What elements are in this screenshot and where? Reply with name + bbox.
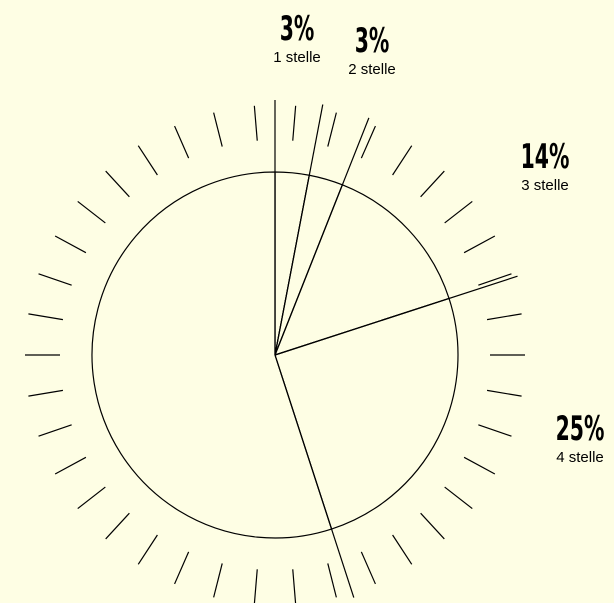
pie-slice (91, 171, 333, 539)
decor-tick (213, 563, 223, 598)
decor-tick (292, 569, 297, 603)
decor-tick (327, 112, 337, 147)
slice-label: 3%2 stelle (348, 20, 396, 78)
decor-tick (327, 563, 337, 598)
slice-divider (274, 117, 370, 356)
decor-tick (486, 389, 522, 397)
category-label: 2 stelle (348, 61, 396, 78)
decor-tick (420, 512, 445, 540)
decor-tick (420, 170, 445, 198)
decor-tick (77, 486, 106, 510)
value-label: 25% (556, 408, 605, 448)
decor-tick (28, 389, 64, 397)
decor-tick (38, 424, 72, 437)
decor-tick (213, 112, 223, 147)
decor-tick (253, 105, 258, 141)
pie-slice (274, 297, 459, 530)
decor-tick (444, 200, 473, 224)
decor-tick (174, 551, 190, 585)
slice-label: 25%4 stelle (556, 408, 605, 466)
decor-tick (360, 125, 376, 159)
decor-tick (392, 145, 413, 176)
decor-tick (54, 456, 87, 475)
category-label: 4 stelle (556, 449, 604, 466)
slice-divider (274, 354, 355, 598)
decor-tick (360, 551, 376, 585)
slice-divider (274, 275, 518, 356)
decor-tick (174, 125, 190, 159)
decor-tick (77, 200, 106, 224)
value-label: 3% (355, 20, 390, 60)
decor-tick (38, 273, 72, 286)
category-label: 1 stelle (273, 49, 321, 66)
decor-tick (444, 486, 473, 510)
decor-tick (292, 105, 297, 141)
value-label: 14% (521, 136, 570, 176)
decor-tick (137, 145, 158, 176)
decor-tick (137, 534, 158, 565)
value-label: 3% (280, 8, 315, 48)
slice-divider (274, 104, 324, 356)
decor-tick (478, 424, 512, 437)
decor-tick (54, 235, 87, 254)
decor-tick (105, 512, 130, 540)
slice-label: 3%1 stelle (273, 8, 321, 66)
decor-tick (486, 313, 522, 321)
decor-tick (253, 569, 258, 603)
decor-tick (463, 456, 496, 475)
slice-label: 14%3 stelle (521, 136, 570, 194)
decor-tick (392, 534, 413, 565)
decor-tick (463, 235, 496, 254)
category-label: 3 stelle (521, 177, 569, 194)
decor-tick (478, 273, 512, 286)
decor-tick (105, 170, 130, 198)
decor-tick (28, 313, 64, 321)
